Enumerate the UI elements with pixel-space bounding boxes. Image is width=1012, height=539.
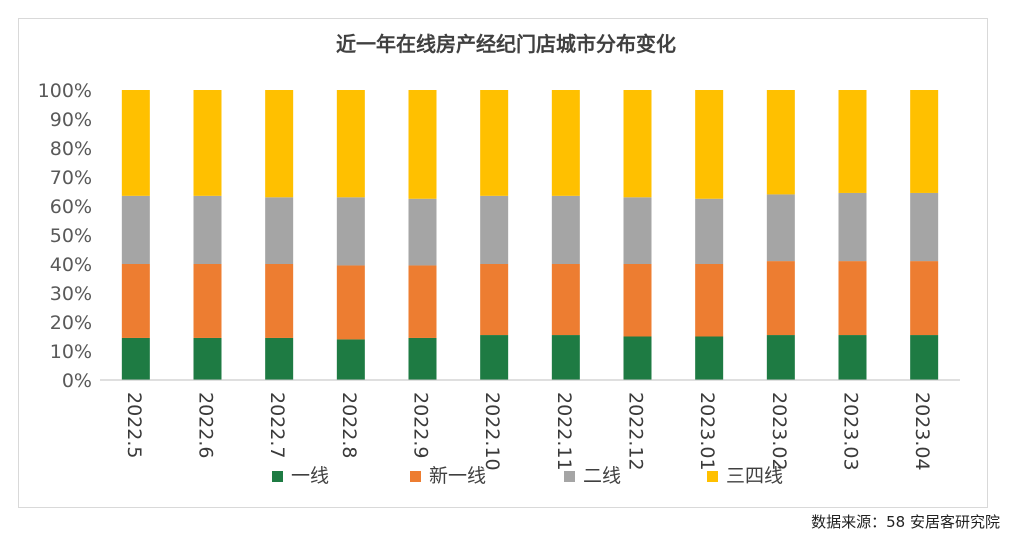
legend-label: 一线 (291, 465, 329, 487)
x-tick-label: 2022.6 (195, 392, 217, 458)
bar-segment (121, 90, 150, 196)
bar-segment (480, 335, 509, 380)
bar-segment (193, 90, 222, 196)
bar-segment (121, 264, 150, 338)
y-tick-label: 20% (50, 312, 92, 334)
bar-segment (193, 337, 222, 380)
bar-segment (838, 192, 867, 262)
bar-segment (623, 90, 652, 198)
x-tick-label: 2023.01 (696, 392, 718, 471)
y-tick-label: 60% (50, 196, 92, 218)
bar-segment (336, 265, 365, 340)
x-tick-label: 2022.5 (123, 392, 145, 458)
x-tick-label: 2023.03 (840, 392, 862, 471)
bar-segment (910, 261, 939, 336)
y-tick-label: 90% (50, 109, 92, 131)
y-tick-label: 50% (50, 225, 92, 247)
bar-segment (838, 90, 867, 193)
bar-segment (766, 335, 795, 380)
legend-swatch (564, 471, 575, 482)
bar-segment (766, 261, 795, 336)
chart-title: 近一年在线房产经纪门店城市分布变化 (336, 32, 676, 56)
bar-segment (910, 192, 939, 262)
bar-segment (121, 337, 150, 380)
bar-segment (480, 264, 509, 336)
y-tick-label: 80% (50, 138, 92, 160)
bar-segment (695, 90, 724, 199)
y-tick-label: 10% (50, 341, 92, 363)
legend-swatch (272, 471, 283, 482)
bars (121, 90, 939, 380)
bar-segment (695, 336, 724, 380)
x-tick-label: 2023.04 (911, 392, 933, 471)
bar-segment (193, 195, 222, 264)
bar-segment (551, 195, 580, 264)
x-tick-label: 2022.9 (410, 392, 432, 458)
bar-segment (623, 197, 652, 264)
bar-segment (551, 90, 580, 196)
bar-segment (336, 197, 365, 266)
bar-segment (408, 337, 437, 380)
bar-segment (121, 195, 150, 264)
bar-segment (265, 197, 294, 264)
bar-segment (551, 264, 580, 336)
bar-segment (838, 335, 867, 380)
bar-segment (480, 195, 509, 264)
legend-label: 二线 (583, 465, 621, 487)
bar-segment (623, 336, 652, 380)
y-tick-label: 70% (50, 167, 92, 189)
bar-segment (910, 90, 939, 193)
x-tick-label: 2022.8 (338, 392, 360, 458)
y-tick-label: 30% (50, 283, 92, 305)
legend: 一线 新一线 二线 三四线 (272, 465, 783, 487)
bar-segment (910, 335, 939, 380)
y-tick-label: 100% (38, 80, 92, 102)
legend-label: 新一线 (429, 465, 486, 487)
bar-segment (766, 90, 795, 195)
bar-segment (766, 194, 795, 262)
x-tick-label: 2022.10 (481, 392, 503, 471)
data-source: 数据来源：58 安居客研究院 (811, 513, 1000, 531)
bar-segment (336, 90, 365, 198)
bar-segment (695, 198, 724, 264)
x-axis: 2022.5 2022.6 2022.7 2022.8 2022.9 2022.10 202… (100, 379, 960, 471)
bar-segment (265, 264, 294, 338)
legend-swatch (410, 471, 421, 482)
legend-label: 三四线 (726, 465, 783, 487)
bar-segment (265, 90, 294, 198)
legend-swatch (707, 471, 718, 482)
y-tick-label: 40% (50, 254, 92, 276)
bar-segment (265, 337, 294, 380)
bar-segment (480, 90, 509, 196)
x-tick-label: 2022.7 (266, 392, 288, 458)
y-axis: 0% 10% 20% 30% 40% 50% 60% 70% 80% 90% 100% (38, 80, 92, 392)
bar-segment (336, 339, 365, 380)
bar-segment (408, 265, 437, 338)
bar-segment (408, 198, 437, 266)
y-tick-label: 0% (62, 370, 92, 392)
bar-segment (838, 261, 867, 336)
bar-segment (623, 264, 652, 337)
bar-segment (551, 335, 580, 380)
x-tick-label: 2022.11 (553, 392, 575, 471)
bar-segment (695, 264, 724, 337)
bar-segment (193, 264, 222, 338)
x-tick-label: 2022.12 (625, 392, 647, 471)
bar-segment (408, 90, 437, 199)
x-tick-label: 2023.02 (768, 392, 790, 471)
